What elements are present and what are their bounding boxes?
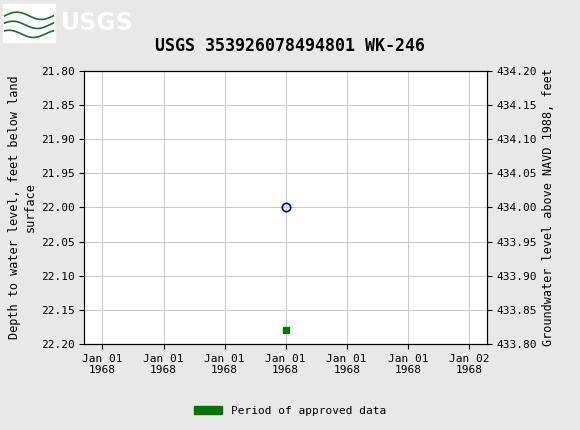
Bar [3,3,55,42]
Text: USGS: USGS [61,11,133,34]
Text: USGS 353926078494801 WK-246: USGS 353926078494801 WK-246 [155,37,425,55]
Y-axis label: Groundwater level above NAVD 1988, feet: Groundwater level above NAVD 1988, feet [542,68,554,347]
Legend: Period of approved data: Period of approved data [190,401,390,420]
Y-axis label: Depth to water level, feet below land
surface: Depth to water level, feet below land su… [9,76,37,339]
